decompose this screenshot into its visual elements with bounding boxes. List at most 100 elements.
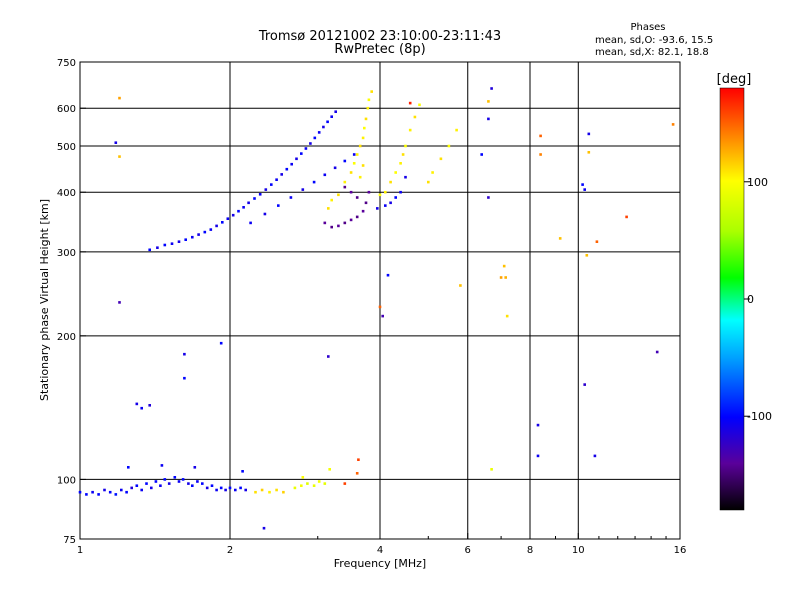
data-point (114, 141, 118, 144)
data-point (228, 486, 232, 490)
y-ticks: 75 100 200 300 400 500 600 750 (57, 58, 86, 546)
data-point (363, 126, 366, 130)
data-point (167, 482, 171, 485)
data-point (593, 454, 597, 458)
data-point (408, 128, 412, 132)
data-point (539, 134, 542, 138)
y-tick-label: 300 (57, 248, 76, 259)
data-point (262, 526, 266, 530)
data-point (381, 314, 384, 318)
data-point (327, 355, 330, 358)
data-point (313, 136, 317, 140)
data-point (120, 488, 123, 492)
y-tick-label: 500 (57, 142, 76, 153)
data-point (282, 490, 285, 494)
data-point (583, 188, 586, 191)
data-point (447, 144, 451, 148)
data-point (343, 180, 347, 184)
data-point (361, 164, 365, 167)
data-point (163, 478, 167, 481)
data-point (587, 151, 591, 154)
data-point (343, 221, 347, 225)
data-point (505, 314, 509, 318)
data-point (221, 221, 224, 224)
data-point (343, 482, 347, 485)
data-point (499, 276, 503, 279)
data-point (480, 153, 483, 156)
data-point (264, 188, 268, 191)
data-point (358, 144, 362, 148)
data-point (203, 230, 207, 234)
data-point (367, 98, 371, 102)
data-point (490, 468, 493, 471)
colorbar-ticks: 100 0 -100 (744, 176, 772, 423)
data-point (364, 201, 368, 205)
x-tick-label: 1 (77, 545, 83, 556)
data-point (355, 472, 359, 475)
data-point (455, 128, 458, 132)
y-tick-label: 75 (63, 535, 76, 546)
data-point (364, 117, 368, 121)
data-point (317, 131, 321, 134)
data-point (355, 153, 359, 156)
data-point (253, 197, 256, 200)
data-point (118, 96, 121, 100)
y-axis-label: Stationary phase Virtual Height [km] (38, 199, 51, 401)
data-point (404, 144, 407, 148)
data-points (78, 87, 675, 530)
data-point (581, 183, 584, 186)
data-point (254, 490, 257, 494)
data-point (295, 157, 298, 161)
data-point (361, 136, 365, 140)
y-tick-label: 750 (57, 58, 76, 69)
data-point (300, 484, 303, 487)
data-point (140, 488, 143, 492)
data-point (244, 488, 247, 492)
data-point (585, 254, 589, 257)
colorbar-tick-label: 100 (747, 176, 768, 189)
data-point (330, 225, 333, 229)
data-point (487, 196, 490, 199)
data-point (154, 480, 158, 483)
y-tick-label: 600 (57, 104, 76, 115)
data-point (258, 193, 262, 196)
data-point (384, 190, 387, 194)
data-point (309, 142, 312, 145)
data-point (118, 301, 121, 304)
data-point (312, 180, 316, 184)
data-point (487, 100, 490, 103)
x-tick-label: 2 (227, 545, 233, 556)
data-point (241, 470, 244, 473)
data-point (330, 198, 333, 202)
data-point (361, 209, 365, 213)
x-tick-label: 10 (572, 545, 585, 556)
data-point (145, 482, 148, 485)
data-point (349, 218, 353, 222)
x-tick-label: 6 (465, 545, 471, 556)
data-point (242, 206, 245, 209)
data-point (247, 201, 250, 205)
data-point (196, 480, 199, 483)
data-point (237, 209, 240, 213)
data-point (239, 486, 242, 490)
data-point (384, 204, 387, 207)
data-point (326, 120, 329, 124)
data-point (300, 152, 303, 155)
data-point (290, 162, 293, 166)
data-point (249, 221, 252, 225)
data-point (163, 243, 167, 247)
legend-line-x: mean, sd,X: 82.1, 18.8 (595, 47, 709, 58)
legend-line-o: mean, sd,O: -93.6, 15.5 (595, 35, 713, 46)
data-point (78, 490, 82, 494)
data-point (210, 484, 214, 487)
data-point (215, 488, 218, 492)
data-point (378, 305, 382, 309)
y-tick-label: 200 (57, 332, 76, 343)
data-point (226, 217, 230, 220)
data-point (317, 480, 321, 483)
data-point (160, 464, 164, 467)
data-point (401, 153, 405, 156)
x-tick-label: 4 (377, 545, 383, 556)
data-point (394, 171, 397, 174)
